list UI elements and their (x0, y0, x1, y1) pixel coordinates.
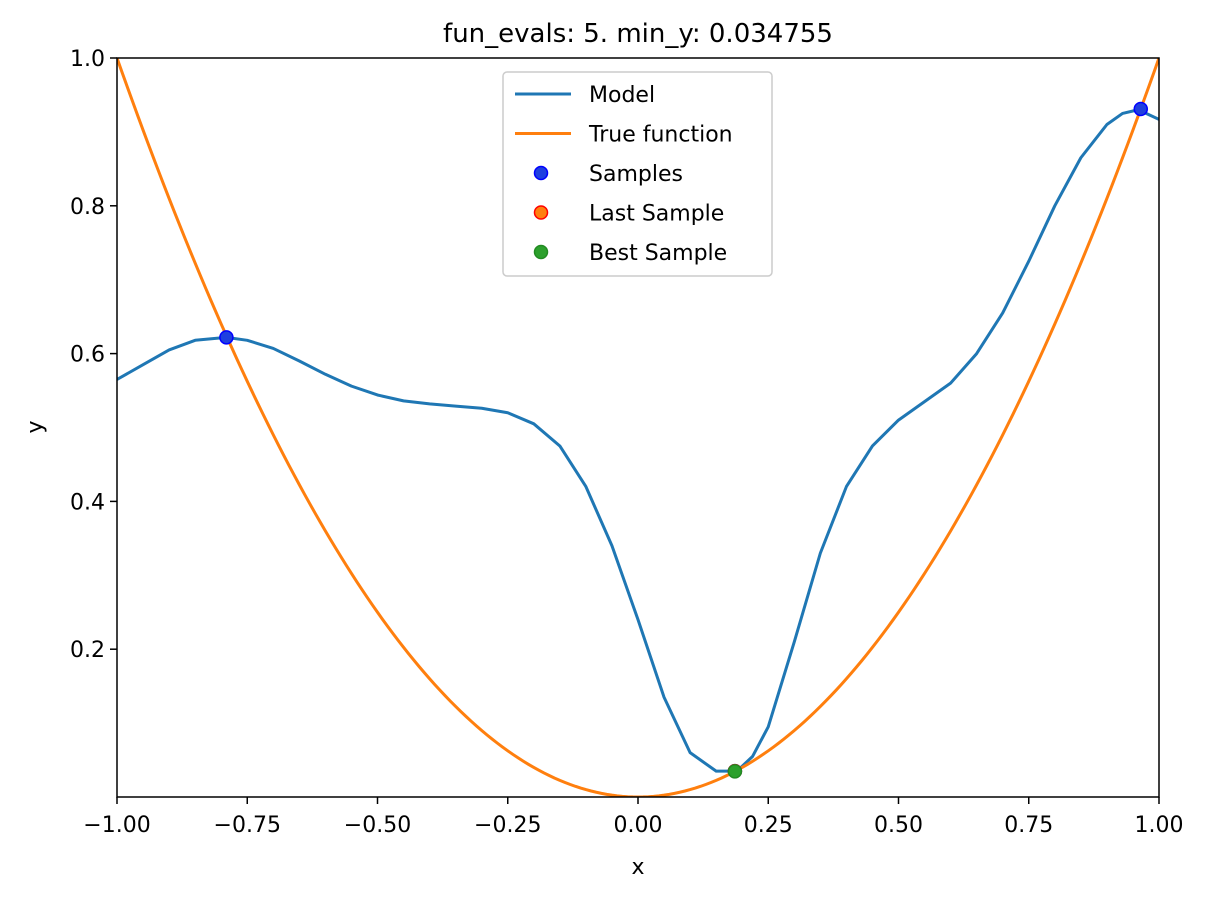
true-function-line (117, 58, 1159, 797)
y-tick-label: 0.8 (70, 195, 105, 220)
plot-area (116, 57, 1160, 798)
x-tick-label: −0.50 (344, 813, 411, 838)
x-tick-label: −0.25 (474, 813, 541, 838)
legend-swatch-best-sample (533, 244, 549, 260)
y-axis-label: y (23, 420, 48, 433)
legend-box (502, 71, 773, 277)
legend-label-model: Model (589, 83, 655, 108)
y-axis: 0.2 0.4 0.6 0.8 1.0 (70, 47, 117, 663)
y-tick-label: 1.0 (70, 47, 105, 72)
x-axis-label: x (631, 855, 644, 880)
legend-label-best-sample: Best Sample (589, 241, 727, 266)
samples-point (1133, 101, 1149, 117)
x-tick-label: 0.75 (1004, 813, 1053, 838)
y-tick-label: 0.2 (70, 638, 105, 663)
legend-swatch-samples (533, 165, 549, 181)
x-tick-label: 0.00 (614, 813, 663, 838)
y-tick-label: 0.6 (70, 343, 105, 368)
x-axis: −1.00 −0.75 −0.50 −0.25 0.00 0.25 0.50 0.75 1.00 (83, 797, 1183, 838)
legend-label-last-sample: Last Sample (589, 202, 724, 227)
series-layer (117, 58, 1159, 797)
x-tick-label: −0.75 (214, 813, 281, 838)
chart-title: fun_evals: 5. min_y: 0.034755 (443, 19, 833, 49)
x-tick-label: 0.50 (874, 813, 923, 838)
legend-label-samples: Samples (589, 162, 683, 187)
legend-swatch-last-sample (533, 205, 549, 220)
x-tick-label: 0.25 (744, 813, 793, 838)
samples-point (219, 330, 234, 345)
legend: Model True function Samples Last Sample Best… (502, 71, 773, 277)
x-tick-label: −1.00 (83, 813, 150, 838)
legend-label-true-function: True function (588, 123, 733, 148)
x-tick-label: 1.00 (1135, 813, 1184, 838)
best-sample-point (727, 764, 743, 779)
marker-layer (219, 101, 1149, 779)
y-tick-label: 0.4 (70, 490, 105, 515)
model-line (117, 108, 1159, 773)
